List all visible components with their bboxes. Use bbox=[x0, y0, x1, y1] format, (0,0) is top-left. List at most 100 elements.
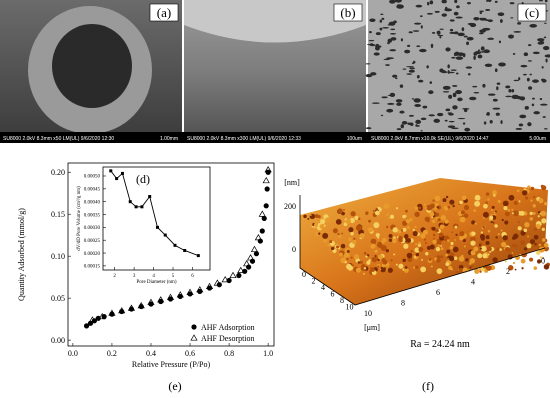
pore bbox=[413, 98, 421, 103]
pore bbox=[545, 58, 548, 63]
panel-label-box bbox=[149, 3, 179, 22]
marker bbox=[250, 245, 259, 253]
pore bbox=[511, 94, 519, 100]
afm-label: 200 bbox=[284, 202, 296, 211]
pore bbox=[396, 4, 404, 9]
bump bbox=[530, 239, 535, 245]
bump bbox=[523, 247, 528, 251]
bump bbox=[494, 224, 498, 228]
marker bbox=[176, 291, 184, 298]
panel-label: (b) bbox=[340, 5, 355, 20]
bump bbox=[518, 200, 521, 203]
bump bbox=[513, 233, 519, 239]
bump bbox=[374, 250, 377, 253]
sem-labels: (a) SU8000 2.0kV 8.3mm x50 LM(UL) 9/6/202… bbox=[3, 3, 547, 142]
bump bbox=[352, 239, 357, 245]
legend-marker bbox=[191, 324, 197, 330]
bump bbox=[486, 265, 492, 271]
bump bbox=[382, 237, 387, 243]
marker bbox=[249, 258, 256, 264]
bump bbox=[436, 206, 439, 209]
bump bbox=[503, 206, 508, 211]
y-tick-label: 0.10 bbox=[51, 252, 65, 261]
afm-label: 10 bbox=[364, 309, 372, 318]
marker bbox=[216, 282, 222, 288]
bump bbox=[511, 243, 516, 248]
y-tick-label: 0.00045 bbox=[84, 188, 101, 193]
panel-label: (a) bbox=[157, 5, 171, 20]
pore bbox=[486, 0, 492, 2]
x-tick-label: 3 bbox=[133, 274, 136, 279]
bump bbox=[454, 225, 458, 229]
marker bbox=[134, 205, 138, 209]
bump bbox=[405, 219, 411, 224]
marker bbox=[127, 304, 136, 311]
bump bbox=[479, 270, 482, 273]
pore bbox=[371, 102, 380, 104]
bump bbox=[543, 245, 549, 252]
bump bbox=[406, 226, 410, 230]
bump bbox=[377, 236, 380, 239]
pore bbox=[479, 10, 484, 13]
afm-label: 4 bbox=[471, 278, 475, 287]
pore bbox=[418, 79, 424, 83]
pore bbox=[499, 19, 503, 23]
bump bbox=[463, 204, 470, 211]
pore bbox=[466, 1, 471, 5]
pore bbox=[479, 51, 487, 53]
marker bbox=[262, 176, 270, 184]
bump bbox=[420, 233, 426, 239]
bump bbox=[392, 238, 395, 242]
pore bbox=[411, 98, 415, 100]
bump bbox=[487, 229, 491, 233]
bump bbox=[516, 189, 520, 193]
pore bbox=[513, 31, 522, 33]
pore bbox=[445, 108, 451, 112]
bump bbox=[495, 236, 498, 239]
pore bbox=[455, 72, 459, 75]
pore bbox=[527, 60, 533, 62]
bump bbox=[533, 266, 538, 270]
pore bbox=[508, 34, 515, 39]
bump bbox=[412, 230, 418, 237]
bump bbox=[406, 252, 413, 259]
bump bbox=[440, 214, 446, 221]
pore bbox=[409, 67, 415, 70]
x-tick-label: 2 bbox=[113, 274, 116, 279]
bump bbox=[424, 242, 427, 245]
pore bbox=[422, 105, 428, 109]
bump bbox=[402, 227, 407, 232]
pore bbox=[412, 30, 420, 32]
pore bbox=[370, 72, 377, 76]
pore bbox=[399, 84, 404, 88]
y-tick-label: 0.00050 bbox=[84, 175, 101, 180]
afm-label: 6 bbox=[436, 288, 440, 297]
bump bbox=[519, 210, 525, 216]
bump bbox=[448, 265, 453, 270]
pore bbox=[408, 69, 415, 73]
bump bbox=[530, 186, 535, 191]
marker bbox=[187, 291, 193, 297]
pore bbox=[436, 30, 441, 35]
pore bbox=[487, 93, 496, 96]
bump bbox=[465, 258, 469, 262]
pore bbox=[513, 79, 519, 82]
pore bbox=[469, 22, 477, 28]
x-tick-label: 1.0 bbox=[263, 349, 273, 358]
bump bbox=[511, 208, 514, 211]
y-tick-label: 0.05 bbox=[51, 294, 65, 303]
pore bbox=[447, 125, 456, 128]
pore bbox=[389, 33, 397, 35]
bump bbox=[460, 210, 465, 215]
marker bbox=[229, 271, 237, 279]
bump bbox=[395, 207, 399, 210]
bump bbox=[432, 199, 435, 202]
pore bbox=[455, 16, 463, 19]
bump bbox=[387, 267, 393, 273]
pore bbox=[474, 50, 482, 55]
marker bbox=[148, 195, 152, 199]
pore bbox=[441, 0, 447, 4]
bump bbox=[392, 227, 398, 233]
panel-label-box bbox=[333, 3, 363, 22]
bump bbox=[370, 243, 376, 249]
